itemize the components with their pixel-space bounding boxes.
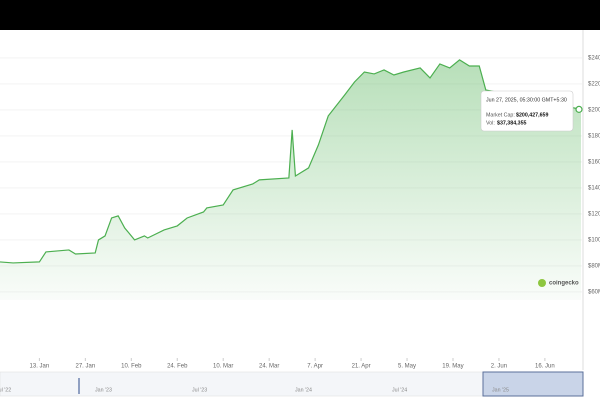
x-tick-label: 24. Mar — [259, 364, 279, 370]
x-tick-label: 24. Feb — [167, 364, 188, 370]
y-tick-label: $200M — [588, 108, 600, 114]
y-tick-label: $180M — [588, 134, 600, 140]
tooltip-date: Jun 27, 2025, 05:30:00 GMT+5:30 — [486, 97, 567, 103]
y-tick-label: $140M — [588, 186, 600, 192]
x-tick-label: 21. Apr — [352, 364, 371, 370]
x-tick-label: 7. Apr — [307, 364, 323, 370]
navigator-label: Jan '24 — [295, 387, 312, 393]
navigator-label: Jan '25 — [492, 387, 509, 393]
top-bar — [0, 0, 600, 30]
y-tick-label: $240M — [588, 56, 600, 62]
y-tick-label: $220M — [588, 82, 600, 88]
navigator-selection[interactable] — [482, 371, 584, 397]
navigator-label: Jul '22 — [0, 387, 11, 393]
y-tick-label: $60M — [588, 290, 600, 296]
navigator-label: Jan '23 — [95, 387, 112, 393]
x-tick-label: 2. Jun — [491, 364, 507, 370]
navigator-label: Jul '23 — [192, 387, 207, 393]
x-tick-label: 27. Jan — [76, 364, 96, 370]
x-tick-label: 16. Jun — [535, 364, 555, 370]
y-tick-label: $160M — [588, 160, 600, 166]
x-tick-label: 13. Jan — [30, 364, 50, 370]
tooltip-vol-label: Vol: — [486, 120, 495, 126]
logo — [538, 279, 546, 287]
x-tick-label: 19. May — [442, 364, 463, 370]
line — [0, 59, 582, 264]
tooltip-vol-value: $37,384,355 — [497, 120, 527, 126]
tooltip-cap-label: Market Cap: — [486, 112, 515, 118]
area — [0, 59, 581, 300]
hover-point — [575, 105, 583, 113]
watermark: coingecko — [549, 281, 579, 287]
x-tick-label: 10. Feb — [121, 364, 142, 370]
x-tick-label: 10. Mar — [213, 364, 233, 370]
tooltip: Jun 27, 2025, 05:30:00 GMT+5:30 Market C… — [480, 90, 574, 132]
y-tick-label: $100M — [588, 238, 600, 244]
y-tick-label: $80M — [588, 264, 600, 270]
navigator-label: Jul '24 — [392, 387, 407, 393]
tooltip-cap-value: $200,427,659 — [516, 112, 548, 118]
x-tick-label: 5. May — [398, 364, 416, 370]
tooltip-box — [480, 90, 574, 132]
y-tick-label: $120M — [588, 212, 600, 218]
